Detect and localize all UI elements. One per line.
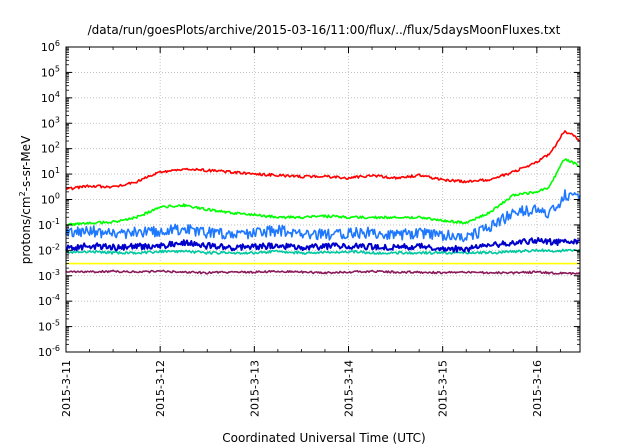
y-tick-label: 10-2: [38, 242, 60, 257]
y-tick-label-exp: -6: [52, 344, 60, 353]
y-tick-label-exp: 2: [55, 141, 60, 150]
y-axis-label-sup: 2: [18, 191, 27, 196]
y-tick-label-base: 10: [41, 194, 55, 207]
y-tick-label-base: 10: [41, 92, 55, 105]
x-axis-label: Coordinated Universal Time (UTC): [222, 431, 425, 445]
y-axis-label: protons/cm2-s-sr-MeV: [18, 135, 33, 264]
y-tick-label-exp: -4: [52, 293, 60, 302]
y-tick-label-base: 10: [41, 143, 55, 156]
y-tick-label: 103: [41, 115, 60, 130]
y-tick-labels: 10-610-510-410-310-210-11001011021031041…: [38, 39, 60, 359]
y-tick-label: 101: [41, 166, 60, 181]
x-tick-label: 2015-3-15: [437, 360, 450, 417]
y-tick-label-exp: 1: [55, 166, 60, 175]
y-axis-label-post: -s-sr-MeV: [19, 135, 33, 191]
x-tick-labels: 2015-3-11 2015-3-12 2015-3-13 2015-3-14 2015…: [60, 360, 544, 417]
y-tick-label-base: 10: [38, 219, 52, 232]
series-line: [65, 158, 581, 227]
y-tick-label-base: 10: [41, 41, 55, 54]
y-tick-label-base: 10: [41, 66, 55, 79]
x-tick-label: 2015-3-16: [531, 360, 544, 417]
y-tick-label-exp: -3: [52, 268, 60, 277]
x-tick-label: 2015-3-14: [343, 360, 356, 417]
y-tick-label: 10-3: [38, 268, 60, 283]
y-tick-label-base: 10: [38, 321, 52, 334]
y-tick-label-base: 10: [38, 270, 52, 283]
y-tick-label-exp: -5: [52, 319, 60, 328]
grid: [66, 47, 580, 352]
y-tick-label: 10-6: [38, 344, 60, 359]
y-tick-label: 10-5: [38, 319, 60, 334]
y-tick-label-exp: 3: [55, 115, 60, 124]
x-tick-label: 2015-3-11: [60, 360, 73, 417]
y-tick-label-exp: 5: [55, 64, 60, 73]
y-tick-label-exp: -2: [52, 242, 60, 251]
plot-border: [65, 46, 581, 353]
y-tick-label-exp: 0: [55, 192, 60, 201]
x-tick-label: 2015-3-13: [248, 360, 261, 417]
series-line: [65, 237, 581, 253]
y-tick-label-base: 10: [38, 295, 52, 308]
y-tick-label: 100: [41, 192, 60, 207]
series-group: [65, 130, 581, 276]
y-tick-label-base: 10: [41, 117, 55, 130]
y-tick-label: 106: [41, 39, 60, 54]
series-line: [65, 130, 581, 191]
chart-title: /data/run/goesPlots/archive/2015-03-16/1…: [88, 23, 561, 37]
y-tick-label: 104: [41, 90, 60, 105]
tick-group: [65, 46, 580, 353]
y-tick-label: 105: [41, 64, 60, 79]
y-tick-label: 10-1: [38, 217, 60, 232]
y-tick-label-exp: -1: [52, 217, 60, 226]
y-tick-label-base: 10: [38, 346, 52, 359]
x-tick-label: 2015-3-12: [154, 360, 167, 417]
y-tick-label-base: 10: [41, 168, 55, 181]
y-axis-label-pre: protons/cm: [19, 196, 33, 264]
y-tick-label-base: 10: [38, 244, 52, 257]
series-line: [65, 248, 581, 255]
y-tick-label-exp: 6: [55, 39, 60, 48]
y-tick-label: 102: [41, 141, 60, 156]
y-tick-label: 10-4: [38, 293, 60, 308]
y-tick-label-exp: 4: [55, 90, 60, 99]
series-line: [65, 269, 581, 276]
series-line: [65, 189, 581, 243]
